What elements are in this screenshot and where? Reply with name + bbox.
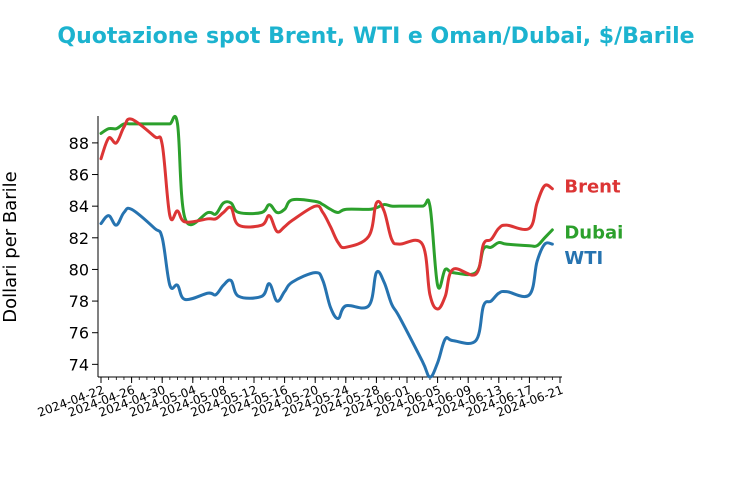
x-axis: 2024-04-222024-04-262024-04-302024-05-04… xyxy=(36,376,565,420)
y-tick-label: 76 xyxy=(69,324,89,343)
y-tick-label: 78 xyxy=(69,292,89,311)
series-lines xyxy=(99,114,554,379)
y-tick-label: 86 xyxy=(69,166,89,185)
y-tick-label: 84 xyxy=(69,197,89,216)
series-label-wti: WTI xyxy=(564,248,603,269)
y-tick-label: 80 xyxy=(69,260,89,279)
chart-title: Quotazione spot Brent, WTI e Oman/Dubai,… xyxy=(57,24,695,49)
series-line-wti xyxy=(99,206,554,379)
y-axis: 74 76 78 80 82 84 86 88 xyxy=(69,116,99,377)
series-line-brent xyxy=(99,117,554,311)
y-tick-label: 88 xyxy=(69,134,89,153)
series-labels: WTI Dubai Brent xyxy=(564,177,623,269)
series-label-dubai: Dubai xyxy=(564,222,623,243)
y-tick-label: 82 xyxy=(69,229,89,248)
y-tick-label: 74 xyxy=(69,355,89,374)
y-axis-label: Dollari per Barile xyxy=(0,171,21,323)
series-label-brent: Brent xyxy=(564,177,621,198)
